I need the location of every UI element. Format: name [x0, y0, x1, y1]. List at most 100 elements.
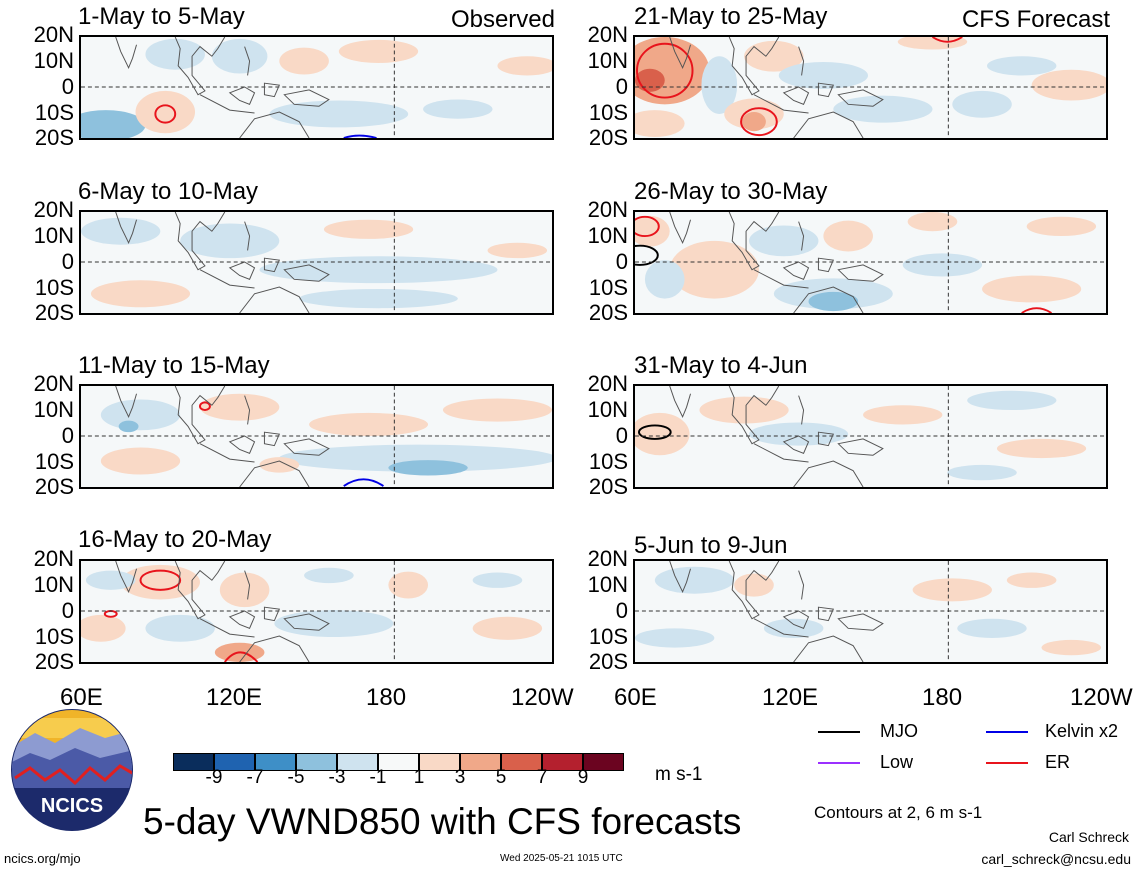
map-panel-3: [79, 384, 554, 489]
lat-label-left-4-5: 20S: [34, 649, 74, 674]
map-panel-6: [633, 210, 1108, 315]
lat-label-right-2-2: 10N: [587, 223, 628, 248]
map-panel-2: [79, 210, 554, 315]
colorbar-cell: [583, 753, 624, 771]
panel-title-2: 6-May to 10-May: [78, 178, 259, 205]
lat-label-left-3-4: 10S: [34, 449, 74, 474]
colorbar-cell: [173, 753, 214, 771]
lat-label-right-1-4: 10S: [588, 100, 628, 125]
colorbar-cell: [255, 753, 296, 771]
legend-er-label: ER: [1045, 752, 1071, 772]
contour-note: Contours at 2, 6 m s-1: [814, 803, 983, 822]
lat-label-left-4-2: 10N: [33, 572, 74, 597]
lat-label-left-1-1: 20N: [33, 22, 74, 47]
footer-email: carl_schreck@ncsu.edu: [981, 851, 1131, 867]
lon-label-180-left: 180: [366, 684, 407, 711]
map-panel-1: [79, 35, 554, 140]
lat-label-left-4-1: 20N: [33, 546, 74, 571]
lat-label-left-4-3: 0: [61, 598, 74, 623]
panel-title-5: 21-May to 25-May: [634, 3, 828, 30]
lat-label-right-4-2: 10N: [587, 572, 628, 597]
colorbar-units: m s-1: [655, 764, 703, 785]
lat-label-right-2-3: 0: [615, 249, 628, 274]
colorbar-cell: [542, 753, 583, 771]
lat-label-left-2-2: 10N: [33, 223, 74, 248]
lat-label-right-3-3: 0: [615, 423, 628, 448]
lat-label-left-2-3: 0: [61, 249, 74, 274]
lat-label-right-2-1: 20N: [587, 197, 628, 222]
map-panel-4: [79, 559, 554, 664]
footer-url: ncics.org/mjo: [4, 851, 81, 866]
panel-tag-observed: Observed: [450, 6, 555, 33]
legend-low-line: [818, 762, 860, 764]
lat-label-right-1-3: 0: [615, 74, 628, 99]
legend-mjo-label: MJO: [880, 721, 918, 741]
lat-label-left-1-2: 10N: [33, 48, 74, 73]
lat-label-left-1-3: 0: [61, 74, 74, 99]
lat-label-left-3-3: 0: [61, 423, 74, 448]
lat-label-left-3-5: 20S: [34, 474, 74, 499]
footer-timestamp: Wed 2025-05-21 1015 UTC: [500, 853, 623, 864]
legend-low-label: Low: [880, 752, 914, 772]
lat-label-right-1-2: 10N: [587, 48, 628, 73]
panel-title-1: 1-May to 5-May: [78, 3, 245, 30]
lat-label-right-3-1: 20N: [587, 371, 628, 396]
lat-label-right-4-5: 20S: [588, 649, 628, 674]
lat-label-left-2-1: 20N: [33, 197, 74, 222]
lat-label-right-2-5: 20S: [588, 300, 628, 325]
lat-label-right-1-5: 20S: [588, 125, 628, 150]
lat-label-left-3-2: 10N: [33, 397, 74, 422]
colorbar-cell: [214, 753, 255, 771]
lat-label-left-2-5: 20S: [34, 300, 74, 325]
lon-label-60e-left: 60E: [60, 684, 103, 711]
colorbar-tick-label: -9: [205, 767, 223, 788]
colorbar-cell: [337, 753, 378, 771]
panel-title-7: 31-May to 4-Jun: [634, 352, 808, 379]
panel-title-8: 5-Jun to 9-Jun: [634, 532, 788, 559]
ncics-logo: NCICS: [10, 708, 134, 832]
colorbar: [173, 753, 624, 771]
colorbar-cell: [460, 753, 501, 771]
lon-label-60e-right: 60E: [614, 684, 657, 711]
lon-label-120e-right: 120E: [762, 684, 819, 711]
legend-er-line: [986, 762, 1028, 764]
lon-label-120w-right: 120W: [1070, 684, 1133, 711]
colorbar-tick-label: -3: [328, 767, 346, 788]
lon-label-120w-left: 120W: [511, 684, 574, 711]
colorbar-cell: [419, 753, 460, 771]
lat-label-right-3-4: 10S: [588, 449, 628, 474]
lat-label-left-1-5: 20S: [34, 125, 74, 150]
colorbar-tick-label: 9: [577, 767, 589, 788]
panel-title-6: 26-May to 30-May: [634, 178, 828, 205]
lat-label-left-3-1: 20N: [33, 371, 74, 396]
main-title: 5-day VWND850 with CFS forecasts: [143, 801, 742, 842]
colorbar-cell: [378, 753, 419, 771]
colorbar-cell: [296, 753, 337, 771]
footer-author: Carl Schreck: [1048, 829, 1129, 845]
legend-kelvin-line: [986, 731, 1028, 733]
colorbar-tick-label: 1: [413, 767, 425, 788]
lon-label-120e-left: 120E: [206, 684, 263, 711]
map-panel-5: [633, 35, 1108, 140]
map-panel-8: [633, 559, 1108, 664]
panel-title-4: 16-May to 20-May: [78, 526, 272, 553]
legend-kelvin-label: Kelvin x2: [1045, 721, 1119, 741]
colorbar-cell: [501, 753, 542, 771]
legend-mjo-line: [818, 731, 860, 733]
lat-label-right-3-2: 10N: [587, 397, 628, 422]
lat-label-right-3-5: 20S: [588, 474, 628, 499]
colorbar-tick-label: 7: [536, 767, 548, 788]
lat-label-left-1-4: 10S: [34, 100, 74, 125]
lat-label-left-4-4: 10S: [34, 624, 74, 649]
colorbar-tick-label: -5: [287, 767, 305, 788]
map-panel-7: [633, 384, 1108, 489]
colorbar-tick-label: 3: [454, 767, 466, 788]
lat-label-right-4-4: 10S: [588, 624, 628, 649]
lat-label-left-2-4: 10S: [34, 275, 74, 300]
panel-title-3: 11-May to 15-May: [78, 352, 270, 379]
panel-tag-cfs-forecast: CFS Forecast: [961, 6, 1110, 33]
lat-label-right-4-3: 0: [615, 598, 628, 623]
colorbar-tick-label: 5: [495, 767, 507, 788]
lon-label-180-right: 180: [922, 684, 963, 711]
lat-label-right-4-1: 20N: [587, 546, 628, 571]
